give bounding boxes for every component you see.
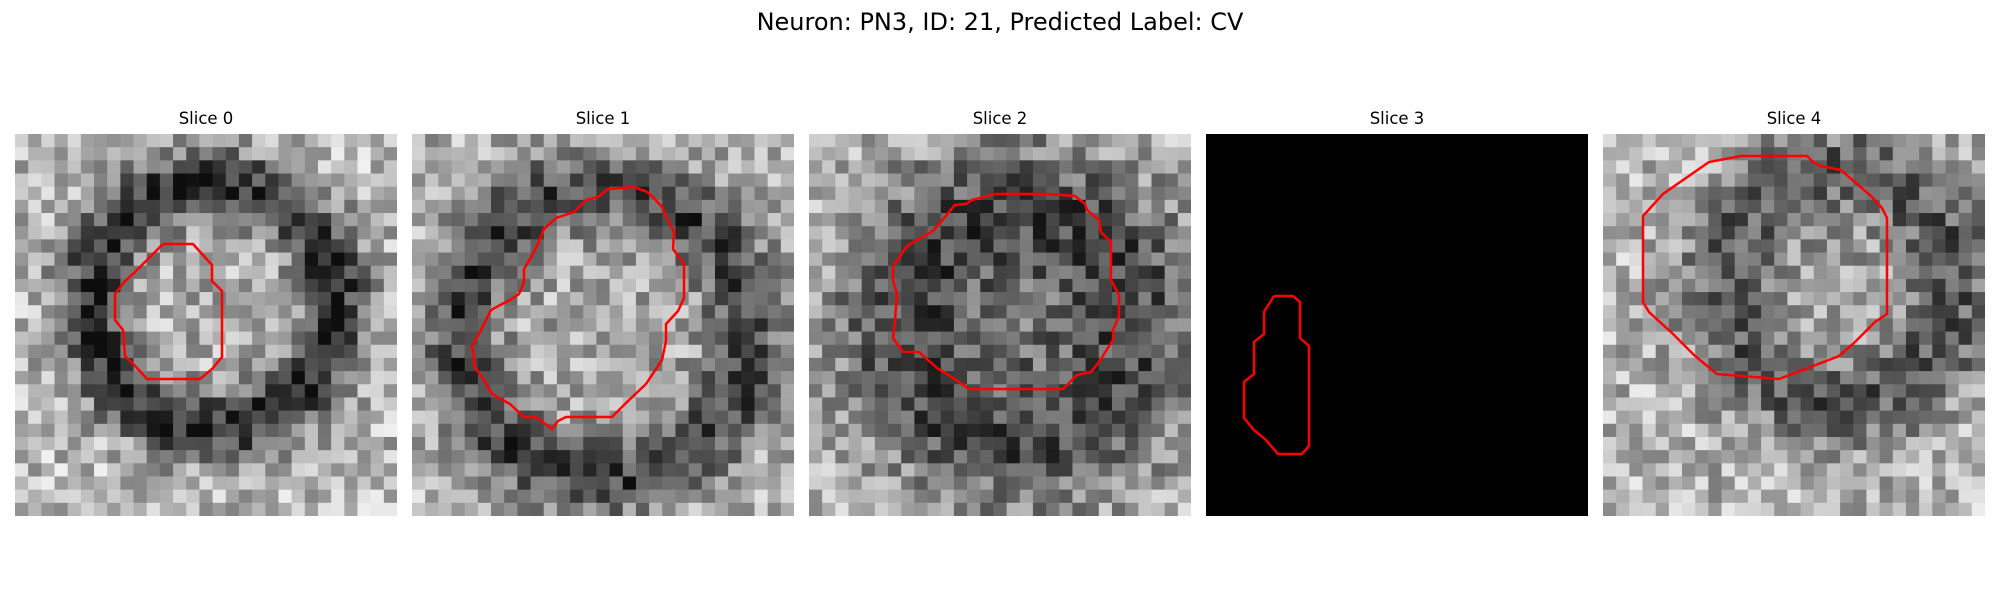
slice-title-3: Slice 3 (1369, 109, 1425, 128)
slice-image-1 (412, 134, 794, 516)
slice-image-2 (809, 134, 1191, 516)
figure-title: Neuron: PN3, ID: 21, Predicted Label: CV (756, 8, 1244, 36)
segmentation-contour (891, 192, 1121, 391)
slice-image-3 (1206, 134, 1588, 516)
slice-image-4 (1603, 134, 1985, 516)
slice-title-0: Slice 0 (178, 109, 234, 128)
segmentation-contour (470, 185, 686, 431)
slice-panel-4: Slice 4 (1603, 108, 1985, 516)
slice-title-4: Slice 4 (1766, 109, 1822, 128)
segmentation-contour (1641, 154, 1889, 381)
slice-panel-1: Slice 1 (412, 108, 794, 516)
slice-panel-2: Slice 2 (809, 108, 1191, 516)
slice-title-1: Slice 1 (575, 109, 631, 128)
slice-panel-3: Slice 3 (1206, 108, 1588, 516)
slice-image-0 (15, 134, 397, 516)
slice-panel-0: Slice 0 (15, 108, 397, 516)
segmentation-contour (113, 242, 224, 381)
slice-title-2: Slice 2 (972, 109, 1028, 128)
segmentation-contour (1242, 294, 1311, 456)
